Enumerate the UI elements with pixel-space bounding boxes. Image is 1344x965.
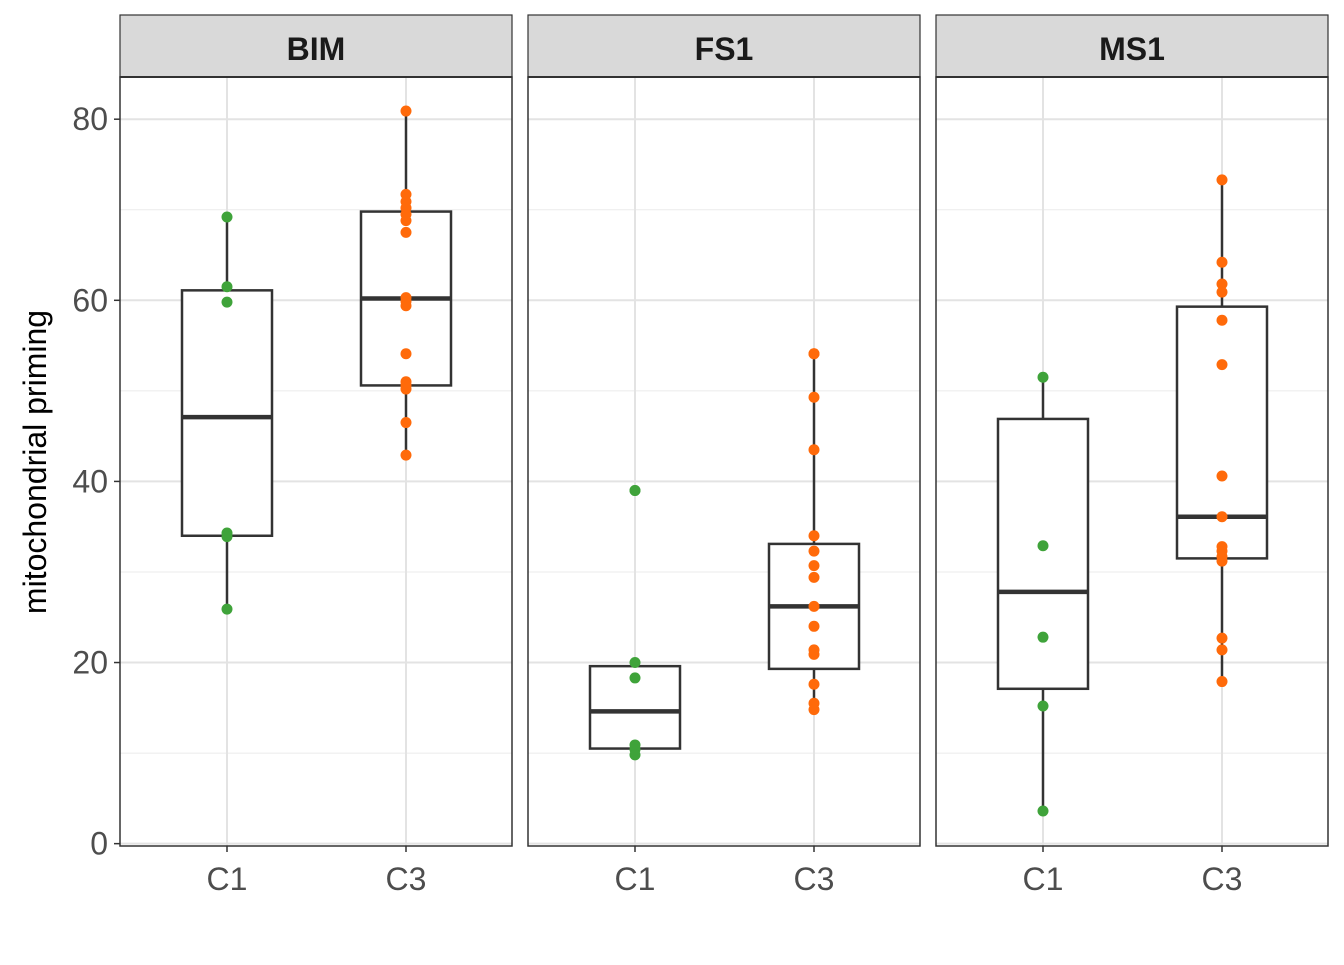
data-point bbox=[1216, 511, 1228, 523]
data-point bbox=[808, 648, 820, 660]
data-point bbox=[808, 571, 820, 583]
data-point bbox=[629, 749, 641, 761]
data-point bbox=[808, 620, 820, 632]
data-point bbox=[808, 704, 820, 716]
box bbox=[996, 417, 1090, 691]
data-point bbox=[1216, 632, 1228, 644]
data-point bbox=[808, 600, 820, 612]
data-point bbox=[808, 348, 820, 360]
panels: BIM C1 C3 FS1 C1 C3 MS1 C1 C3 bbox=[119, 14, 1329, 897]
x-tick-label: C1 bbox=[615, 861, 656, 897]
data-point bbox=[1216, 676, 1228, 688]
panel-border bbox=[119, 76, 513, 847]
y-tick-label: 60 bbox=[72, 282, 108, 318]
group-c3 bbox=[767, 348, 861, 716]
facet-strip bbox=[119, 14, 513, 78]
data-point bbox=[808, 545, 820, 557]
data-point bbox=[400, 226, 412, 238]
data-point bbox=[1037, 805, 1049, 817]
data-point bbox=[400, 383, 412, 395]
group-c1 bbox=[996, 371, 1090, 817]
data-point bbox=[400, 105, 412, 117]
data-point bbox=[221, 281, 233, 293]
data-point bbox=[1216, 256, 1228, 268]
panel-border bbox=[935, 76, 1329, 847]
y-tick-label: 20 bbox=[72, 645, 108, 681]
data-point bbox=[400, 215, 412, 227]
data-point bbox=[1216, 470, 1228, 482]
data-point bbox=[1216, 278, 1228, 290]
data-point bbox=[1037, 371, 1049, 383]
data-point bbox=[808, 560, 820, 572]
box bbox=[180, 289, 274, 538]
data-point bbox=[808, 444, 820, 456]
y-tick-label: 40 bbox=[72, 463, 108, 499]
data-point bbox=[808, 678, 820, 690]
facet-title: FS1 bbox=[695, 31, 754, 67]
x-tick-label: C1 bbox=[1023, 861, 1064, 897]
data-point bbox=[808, 391, 820, 403]
data-point bbox=[1037, 631, 1049, 643]
x-tick-label: C3 bbox=[1202, 861, 1243, 897]
x-tick-label: C3 bbox=[386, 861, 427, 897]
panel-bim: BIM C1 C3 bbox=[119, 14, 513, 897]
data-point bbox=[808, 530, 820, 542]
group-c1 bbox=[588, 484, 682, 761]
data-point bbox=[221, 296, 233, 308]
data-point bbox=[1216, 286, 1228, 298]
panel-ms1: MS1 C1 C3 bbox=[935, 14, 1329, 897]
data-point bbox=[221, 603, 233, 615]
data-point bbox=[1216, 314, 1228, 326]
data-point bbox=[221, 531, 233, 543]
facet-title: BIM bbox=[287, 31, 346, 67]
x-tick-label: C3 bbox=[794, 861, 835, 897]
data-point bbox=[1216, 359, 1228, 371]
data-point bbox=[629, 672, 641, 684]
facet-strip bbox=[935, 14, 1329, 78]
data-point bbox=[400, 348, 412, 360]
data-point bbox=[629, 657, 641, 669]
y-axis-label: mitochondrial priming bbox=[17, 310, 53, 614]
x-tick-label: C1 bbox=[207, 861, 248, 897]
group-c3 bbox=[359, 105, 453, 461]
data-point bbox=[1216, 555, 1228, 567]
y-tick-label: 80 bbox=[72, 101, 108, 137]
facet-strip bbox=[527, 14, 921, 78]
panel-fs1: FS1 C1 C3 bbox=[527, 14, 921, 897]
panel-border bbox=[527, 76, 921, 847]
data-point bbox=[1037, 540, 1049, 552]
data-point bbox=[1216, 174, 1228, 186]
data-point bbox=[1037, 700, 1049, 712]
data-point bbox=[400, 300, 412, 312]
data-point bbox=[400, 449, 412, 461]
facet-title: MS1 bbox=[1099, 31, 1165, 67]
data-point bbox=[1216, 644, 1228, 656]
data-point bbox=[629, 484, 641, 496]
y-axis: 0 20 40 60 80 bbox=[72, 101, 120, 862]
data-point bbox=[221, 211, 233, 223]
group-c3 bbox=[1175, 174, 1269, 688]
group-c1 bbox=[180, 211, 274, 615]
data-point bbox=[400, 417, 412, 429]
y-tick-label: 0 bbox=[90, 826, 108, 862]
